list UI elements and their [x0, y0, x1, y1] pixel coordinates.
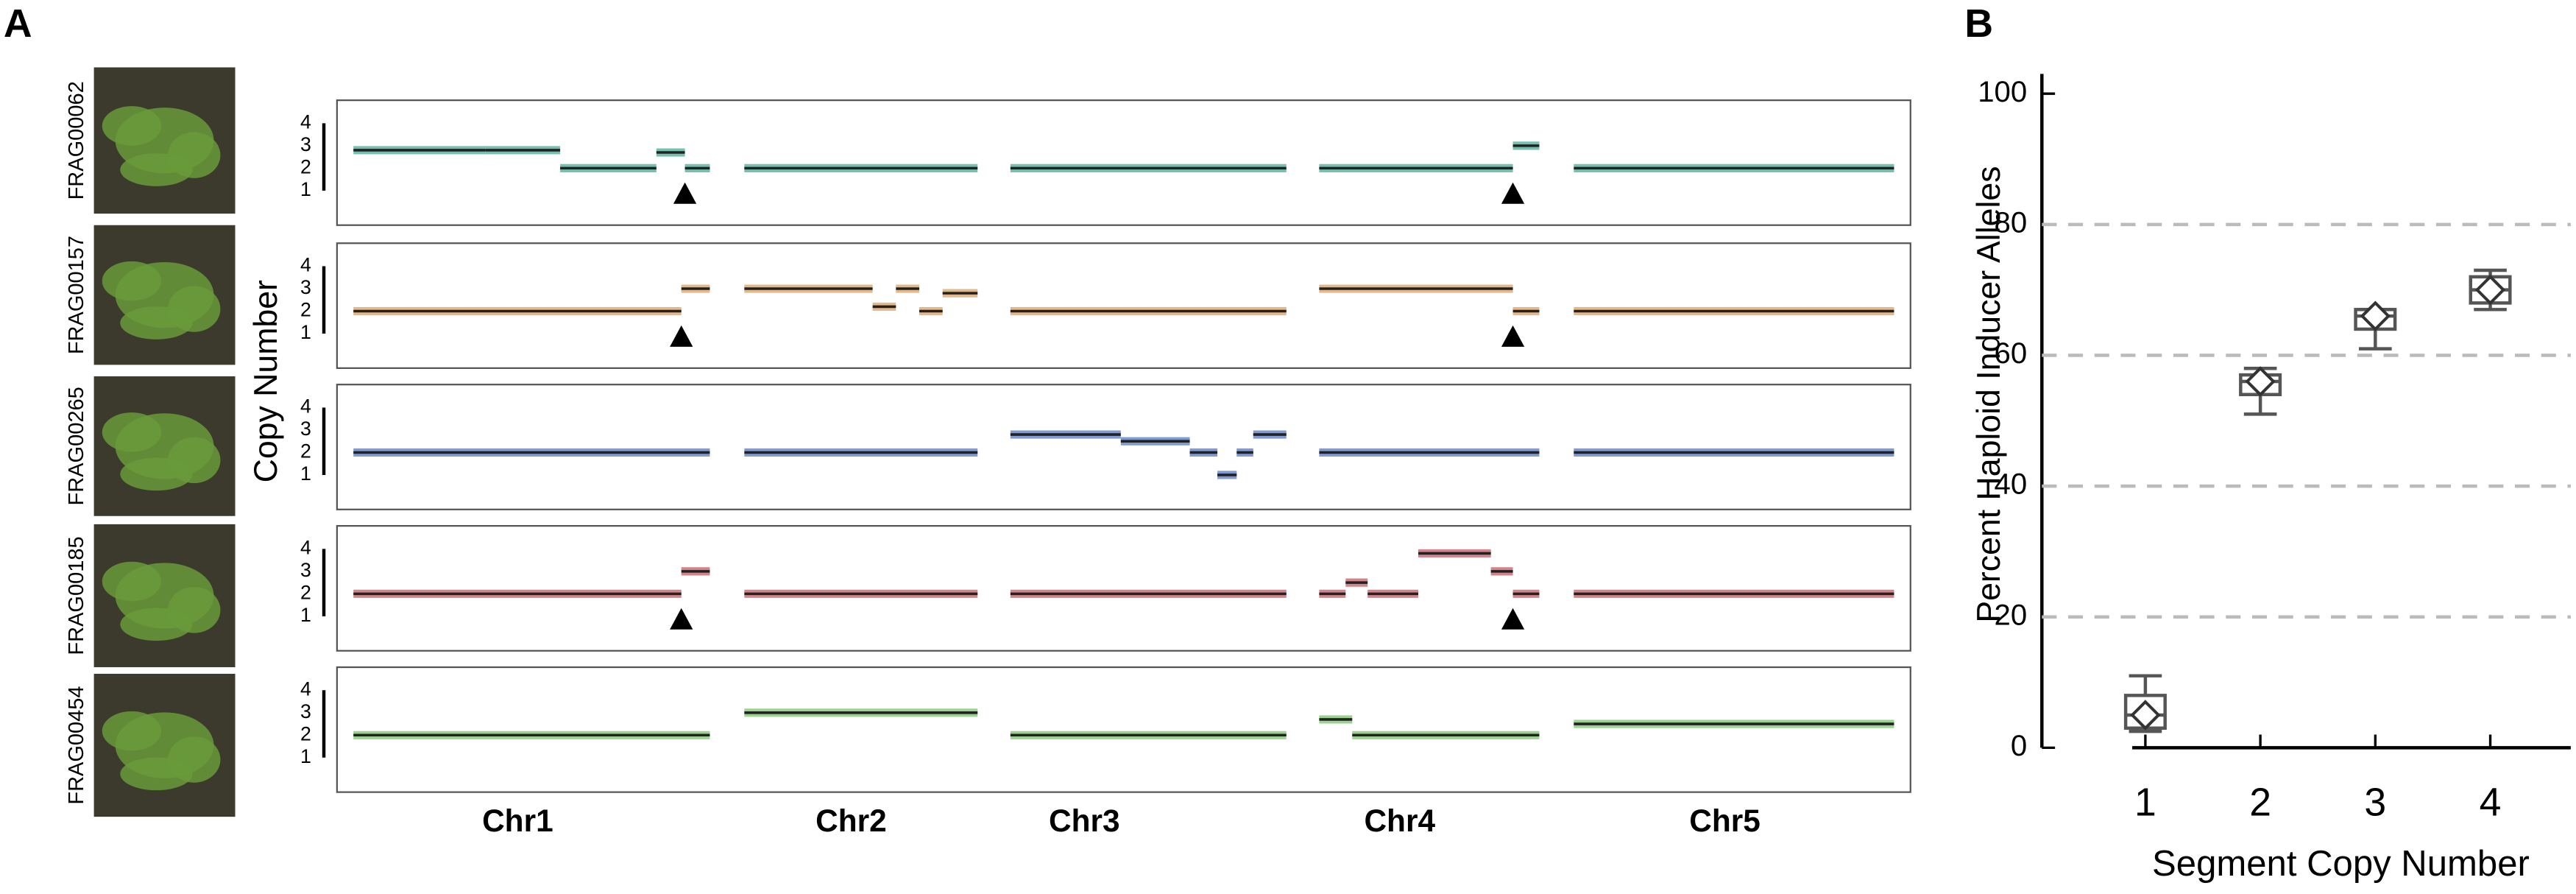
y-tick-label: 4 — [300, 677, 311, 700]
mean-marker — [2130, 700, 2161, 731]
y-tick-label: 60 — [1995, 337, 2028, 370]
chromosome-label: Chr2 — [815, 803, 887, 838]
y-tick-label: 2 — [300, 299, 311, 321]
sample-name: FRAG00265 — [65, 387, 88, 505]
x-tick-label: 3 — [2364, 781, 2386, 825]
x-tick-label: 1 — [2134, 781, 2156, 825]
y-axis-label: Percent Haploid Inducer Alleles — [1971, 166, 2007, 623]
track-frame — [336, 525, 1911, 652]
mean-marker — [2245, 366, 2276, 397]
y-tick-label: 2 — [300, 155, 311, 177]
leaf — [120, 306, 193, 339]
y-tick-label: 2 — [300, 722, 311, 745]
y-tick-label: 0 — [2011, 729, 2027, 762]
y-tick-label: 3 — [300, 276, 311, 298]
x-tick-label: 4 — [2480, 781, 2502, 825]
y-tick-label: 1 — [300, 604, 311, 626]
breakpoint-marker — [670, 608, 693, 630]
leaf — [120, 457, 193, 491]
y-tick-label: 4 — [300, 254, 311, 276]
chromosome-label: Chr5 — [1689, 803, 1761, 838]
y-tick-label: 3 — [300, 700, 311, 722]
y-tick-label: 1 — [300, 462, 311, 485]
y-axis-label: Copy Number — [248, 280, 284, 482]
y-tick-label: 3 — [300, 559, 311, 581]
y-tick-label: 20 — [1995, 598, 2028, 631]
track-frame — [336, 242, 1911, 369]
y-tick-label: 1 — [300, 745, 311, 767]
leaf — [102, 561, 162, 602]
leaf — [102, 412, 162, 452]
track-frame — [336, 99, 1911, 226]
y-tick-label: 2 — [300, 581, 311, 603]
y-tick-label: 40 — [1995, 468, 2028, 501]
track-frame — [336, 666, 1911, 793]
sample-name: FRAG00185 — [65, 536, 88, 655]
y-tick-label: 1 — [300, 321, 311, 343]
breakpoint-marker — [1501, 608, 1525, 630]
track-frame — [336, 384, 1911, 510]
y-tick-label: 3 — [300, 418, 311, 440]
y-tick-label: 80 — [1995, 205, 2028, 239]
y-tick-label: 4 — [300, 395, 311, 418]
mean-marker — [2474, 274, 2506, 306]
mean-marker — [2360, 300, 2391, 331]
panel-label: A — [4, 2, 32, 46]
chromosome-label: Chr3 — [1049, 803, 1120, 838]
x-axis-label: Segment Copy Number — [2152, 844, 2530, 884]
panel-label: B — [1964, 2, 1993, 46]
sample-name: FRAG00454 — [65, 686, 88, 804]
breakpoint-marker — [1501, 182, 1525, 204]
y-tick-label: 4 — [300, 110, 311, 133]
leaf — [102, 106, 162, 146]
y-tick-label: 4 — [300, 536, 311, 558]
leaf — [120, 608, 193, 641]
breakpoint-marker — [673, 182, 697, 204]
leaf — [102, 711, 162, 751]
y-tick-label: 100 — [1978, 75, 2027, 108]
chromosome-label: Chr1 — [482, 803, 553, 838]
y-tick-label: 2 — [300, 440, 311, 462]
x-tick-label: 2 — [2249, 781, 2271, 825]
leaf — [102, 261, 162, 301]
sample-name: FRAG00157 — [65, 236, 88, 354]
sample-name: FRAG00062 — [65, 81, 88, 200]
breakpoint-marker — [1501, 325, 1525, 347]
y-tick-label: 3 — [300, 133, 311, 155]
breakpoint-marker — [670, 325, 693, 347]
leaf — [120, 757, 193, 791]
y-tick-label: 1 — [300, 178, 311, 200]
leaf — [120, 153, 193, 186]
chromosome-label: Chr4 — [1364, 803, 1435, 838]
